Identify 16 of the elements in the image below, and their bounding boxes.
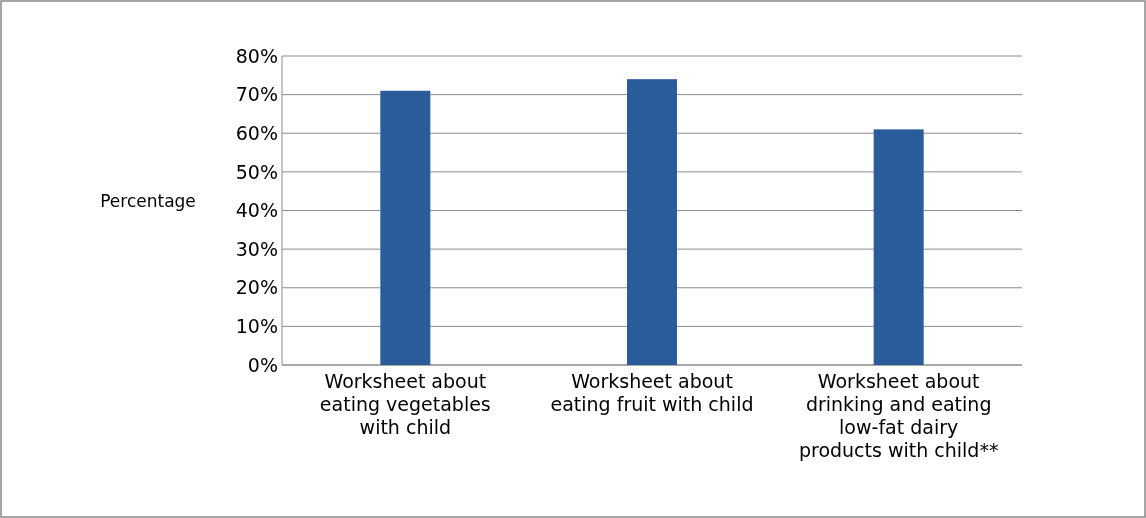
y-tick-label: 70% (235, 83, 278, 106)
y-tick-label: 40% (235, 199, 278, 222)
y-axis-title: Percentage (100, 190, 196, 211)
x-tick-label: Worksheet about eating fruit with child (550, 370, 754, 415)
y-tick-label: 20% (235, 276, 278, 299)
y-tick-label: 0% (247, 353, 278, 376)
x-tick-label: Worksheet about eating vegetables with child (319, 370, 491, 438)
y-tick-label: 60% (235, 121, 278, 144)
y-tick-label: 30% (235, 237, 278, 260)
x-tick-label: Worksheet about drinking and eating low-fat dairy products with child** (798, 370, 999, 461)
bar (380, 90, 431, 365)
y-tick-label: 80% (235, 44, 278, 67)
y-tick-label: 10% (235, 315, 278, 338)
bar (873, 129, 924, 365)
bar (627, 79, 677, 365)
y-tick-label: 50% (235, 160, 278, 183)
